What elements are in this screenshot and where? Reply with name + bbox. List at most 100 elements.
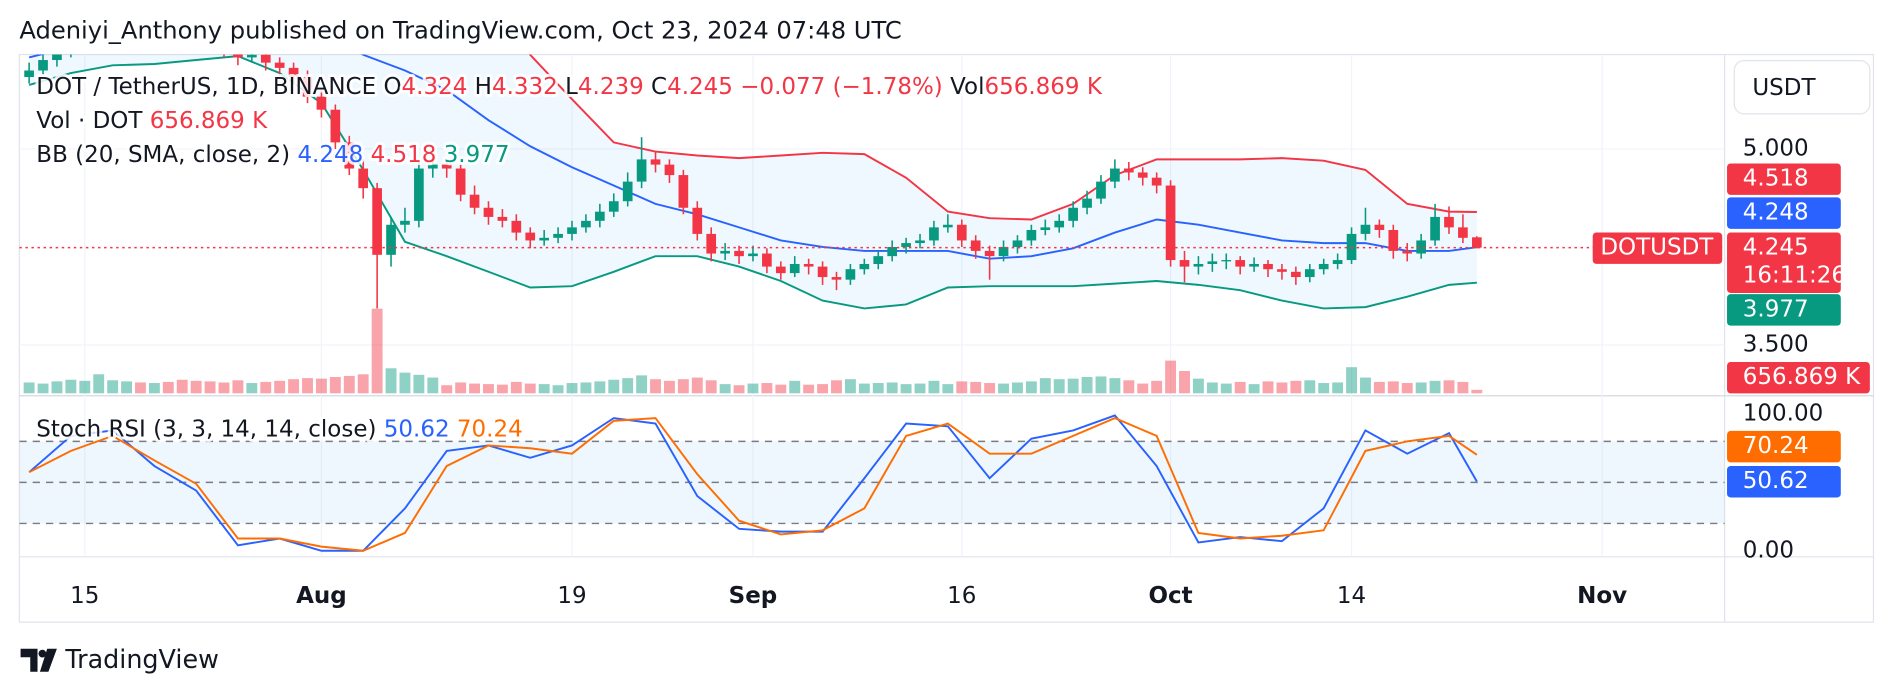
stoch-d-label: 70.24 [1743,433,1809,459]
candle-body [1277,269,1287,272]
price-label: 4.245 [1743,235,1809,261]
volume-bar [23,382,35,394]
volume-bar [1457,381,1469,394]
stoch-d-value: 70.24 [457,416,523,442]
volume-bar [942,384,954,394]
volume-bar [998,383,1009,394]
volume-bar [580,382,592,394]
stoch-name: Stoch RSI (3, 3, 14, 14, close) [36,416,376,442]
volume-bar [1053,379,1065,394]
vol-value: 656.869 K [984,74,1102,100]
candle-body [1151,177,1162,186]
legend-symbol: DOT / TetherUS, 1D, BINANCE O4.324 H4.33… [36,74,1103,100]
volume-value: 656.869 K [150,108,268,134]
volume-bar [1081,377,1093,394]
axes: 15 Aug 19 Sep 16 Oct 14 Nov 5.000 3.500 100.00 0.00… [19,135,1870,609]
volume-bar [1360,377,1371,394]
candle-body [260,54,271,63]
volume-bar [872,383,884,394]
currency-button[interactable] [1733,59,1871,115]
x-tick-label: Aug [296,583,347,609]
volume-bar [803,384,815,394]
volume-bar [1165,360,1177,394]
stoch-d [28,417,1478,552]
volume-bar [135,382,146,394]
volume-bar [302,378,313,394]
volume-bar [1429,380,1441,394]
candle-body [316,96,327,110]
stoch-tick-label: 0.00 [1743,537,1794,563]
volume-bar [1095,376,1107,394]
candle-body [358,168,369,189]
page-title: Adeniyi_Anthony published on TradingView… [19,17,901,45]
volume-bar [566,383,578,394]
candle-body [887,246,898,257]
volume-bar [65,379,77,394]
candle-body [24,70,34,78]
symbol-tag-box [1592,232,1723,264]
volume-bar [483,384,494,394]
candle-body [400,220,410,225]
volume-bar [260,381,272,394]
candle-body [762,253,772,267]
candle-body [1193,263,1204,267]
candle-body [1054,220,1065,228]
candle-body [344,142,355,169]
volume-bar [928,380,940,394]
candle-body [1137,172,1148,178]
volume-bar [343,375,355,394]
candle-body [998,246,1009,257]
candle-body [650,159,661,165]
volume-bar [190,380,202,394]
volume-bar [427,377,439,394]
stoch-k-value: 50.62 [384,416,450,442]
volume-bar [1179,371,1190,394]
legend-bollinger: BB (20, SMA, close, 2) 4.248 4.518 3.977 [36,141,509,167]
volume-bar [1276,382,1288,394]
volume-bar [817,384,829,394]
bb-lower-label-box [1727,294,1841,326]
x-tick-label: 14 [1337,583,1366,609]
volume-bar [496,384,508,394]
price-pane [23,44,1483,394]
volume-bar [594,381,606,394]
volume-bar [677,379,689,394]
candle-body [539,237,550,241]
logo-part [38,649,47,658]
y-tick-label: 3.500 [1743,332,1809,358]
vol-letters: Vol [950,74,984,100]
candle-body [901,243,911,247]
volume-bar [315,378,327,394]
volume-bar [162,381,174,394]
candle-body [692,207,703,234]
x-tick-label: 19 [557,583,586,609]
volume-bar [469,383,481,394]
candle-body [455,168,466,195]
volume-bar [176,379,188,394]
bb-lower-value: 3.977 [444,141,510,167]
candle-body [775,266,786,274]
close-value: 4.245 [667,74,733,100]
volume-bar [900,384,912,394]
bb-upper-label-box [1727,163,1841,195]
candle-body [38,60,48,71]
symbol: DOT / TetherUS, 1D, BINANCE [36,74,376,100]
volume-bar [93,374,105,394]
volume-bar [664,380,675,394]
candle-body [66,44,76,51]
candle-body [608,201,619,212]
candle-body [734,250,744,257]
volume-bar [232,380,244,394]
candle-body [1026,229,1037,241]
candle-body [1360,224,1371,234]
volume-bar [691,377,703,394]
candle-body [1388,229,1399,251]
volume-bar [1012,382,1023,394]
volume-bar [1471,389,1483,394]
currency-label[interactable]: USDT [1752,75,1816,101]
volume-bar [1373,381,1385,394]
candle-body [1040,227,1051,230]
bb-upper [529,54,1477,221]
low-value: 4.239 [578,74,644,100]
